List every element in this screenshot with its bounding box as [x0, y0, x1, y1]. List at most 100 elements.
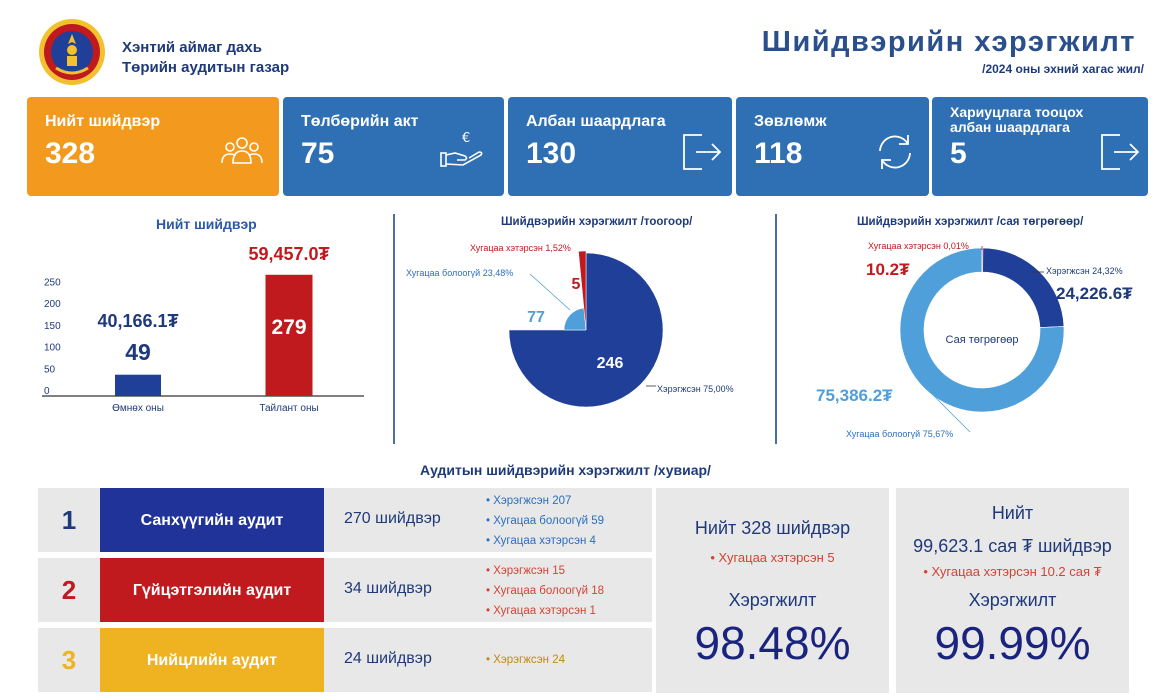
bar-value-label: 279: [271, 316, 306, 339]
row-details: • Хэрэгжсэн 24: [486, 650, 565, 670]
kpi-value: 130: [526, 137, 577, 170]
summary-amount-box: Нийт 99,623.1 сая ₮ шийдвэр • Хугацаа хэ…: [896, 488, 1129, 693]
summary-count-box: Нийт 328 шийдвэр • Хугацаа хэтэрсэн 5 Хэ…: [656, 488, 889, 693]
euro-hand-icon: €: [440, 131, 483, 167]
bar-value-label: 49: [125, 339, 151, 365]
x-tick-label: Тайлант оны: [259, 403, 318, 414]
slice-category-label: Хугацаа болоогүй 23,48%: [406, 268, 513, 278]
kpi-card-total: Нийт шийдвэр 328: [27, 97, 279, 196]
row-audit-name: Нийцлийн аудит: [100, 628, 324, 692]
donut-slice: [981, 247, 1065, 328]
summary-percent: 99.99%: [934, 617, 1091, 669]
summary-amount: 99,623.1 сая ₮ шийдвэр: [913, 536, 1112, 556]
pie-slice: [508, 252, 664, 408]
slice-value-label: 246: [597, 355, 624, 372]
audit-row-compliance: 3 Нийцлийн аудит 24 шийдвэр • Хэрэгжсэн …: [38, 628, 652, 692]
emblem-logo: [39, 19, 105, 85]
pie-slice: [563, 307, 587, 331]
kpi-card-official-demand: Албан шаардлага 130: [508, 97, 732, 196]
audit-section-title: Аудитын шийдвэрийн хэрэгжилт /хувиар/: [420, 462, 711, 478]
kpi-label: Нийт шийдвэр: [45, 113, 161, 130]
slice-value-label: 10.2₮: [866, 260, 910, 279]
detail-item: • Хэрэгжсэн 15: [486, 565, 565, 577]
slice-value-label: 24,226.6₮: [1056, 284, 1133, 303]
row-decision-count: 270 шийдвэр: [344, 510, 441, 527]
kpi-card-payment-act: Төлбөрийн акт 75 €: [283, 97, 504, 196]
page-title: Шийдвэрийн хэрэгжилт: [761, 26, 1136, 58]
detail-item: • Хугацаа болоогүй 59: [486, 515, 605, 527]
audit-row-financial: 1 Санхүүгийн аудит 270 шийдвэр • Хэрэгжс…: [38, 488, 652, 552]
kpi-value: 75: [301, 137, 335, 170]
detail-item: • Хэрэгжсэн 207: [486, 495, 572, 507]
export-icon: [1101, 134, 1140, 170]
export-icon: [683, 134, 722, 170]
detail-item: • Хугацаа хэтэрсэн 4: [486, 535, 596, 547]
detail-item: • Хугацаа болоогүй 18: [486, 585, 605, 597]
audit-row-performance: 2 Гүйцэтгэлийн аудит 34 шийдвэр • Хэрэгж…: [38, 558, 652, 622]
leader-line: [923, 385, 971, 433]
summary-title: Нийт 328 шийдвэр: [694, 518, 851, 538]
kpi-label: Албан шаардлага: [526, 113, 666, 130]
kpi-value: 5: [950, 137, 967, 170]
divider: [393, 214, 395, 444]
y-tick-label: 0: [44, 386, 50, 397]
kpi-label: Зөвлөмж: [754, 113, 827, 130]
donut-slice: [981, 247, 984, 273]
summary-percent: 98.48%: [694, 617, 851, 669]
bar-amount-label: 40,166.1₮: [97, 311, 178, 331]
org-line-1: Хэнтий аймаг дахь: [122, 39, 262, 56]
slice-category-label: Хугацаа хэтэрсэн 1,52%: [470, 243, 571, 253]
summary-title: Нийт: [991, 503, 1034, 523]
row-decision-count: 34 шийдвэр: [344, 580, 432, 597]
slice-category-label: Хугацаа хэтэрсэн 0,01%: [868, 241, 969, 251]
page-subtitle: /2024 оны эхний хагас жил/: [982, 62, 1144, 76]
y-tick-label: 50: [44, 364, 56, 375]
bar-amount-label: 59,457.0₮: [248, 244, 329, 264]
kpi-label: Хариуцлага тооцох албан шаардлага: [950, 104, 1084, 135]
organization-name: Хэнтий аймаг дахь Төрийн аудитын газар: [122, 38, 289, 78]
bar: [115, 374, 161, 396]
row-number: 3: [61, 645, 77, 675]
slice-category-label: Хэрэгжсэн 24,32%: [1046, 266, 1123, 276]
kpi-card-recommendation: Зөвлөмж 118: [736, 97, 929, 196]
kpi-card-accountability-demand: Хариуцлага тооцох албан шаардлага 5: [932, 97, 1148, 196]
slice-category-label: Хугацаа болоогүй 75,67%: [846, 429, 953, 439]
bar: [265, 274, 313, 396]
divider: [775, 214, 777, 444]
summary-overdue: • Хугацаа хэтэрсэн 10.2 сая ₮: [923, 564, 1102, 579]
slice-value-label: 77: [527, 309, 545, 326]
kpi-label: Төлбөрийн акт: [301, 113, 419, 130]
donut-center-label: Сая төгрөгөөр: [946, 334, 1019, 346]
y-tick-label: 100: [44, 343, 61, 354]
y-tick-label: 200: [44, 299, 61, 310]
pie-amount-title: Шийдвэрийн хэрэгжилт /сая төгрөгөөр/: [857, 216, 1084, 228]
row-audit-name: Санхүүгийн аудит: [100, 488, 324, 552]
x-tick-label: Өмнөх оны: [112, 403, 164, 414]
summary-overdue: • Хугацаа хэтэрсэн 5: [710, 550, 835, 565]
row-details: • Хэрэгжсэн 15 • Хугацаа болоогүй 18 • Х…: [486, 561, 604, 621]
slice-value-label: 5: [572, 276, 581, 293]
summary-label: Хэрэгжилт: [968, 590, 1057, 610]
row-decision-count: 24 шийдвэр: [344, 650, 432, 667]
kpi-value: 328: [45, 137, 96, 170]
donut-slice: [899, 247, 1065, 413]
donut-chart-amount: Сая төгрөгөөр 24,226.6₮ 75,386.2₮ 10.2₮ Хэрэ…: [816, 241, 1133, 439]
slice-value-label: 75,386.2₮: [816, 386, 893, 405]
org-line-2: Төрийн аудитын газар: [122, 59, 290, 76]
kpi-value: 118: [754, 137, 803, 170]
pie-slice: [578, 250, 587, 331]
row-number: 2: [61, 575, 77, 605]
row-number: 1: [61, 505, 77, 535]
detail-item: • Хэрэгжсэн 24: [486, 654, 565, 666]
refresh-icon: [879, 135, 911, 169]
people-icon: [221, 137, 263, 164]
detail-item: • Хугацаа хэтэрсэн 1: [486, 605, 596, 617]
leader-line: [529, 273, 571, 311]
slice-category-label: Хэрэгжсэн 75,00%: [657, 384, 734, 394]
row-audit-name: Гүйцэтгэлийн аудит: [100, 558, 324, 622]
y-tick-label: 250: [44, 277, 61, 288]
y-tick-label: 150: [44, 321, 61, 332]
bar-chart: 0 50 100 150 200 250 Өмнөх оны Тайлант оны 49 40,…: [42, 244, 364, 414]
bar-chart-title: Нийт шийдвэр: [156, 216, 257, 232]
pie-count-title: Шийдвэрийн хэрэгжилт /тоогоор/: [501, 216, 693, 228]
